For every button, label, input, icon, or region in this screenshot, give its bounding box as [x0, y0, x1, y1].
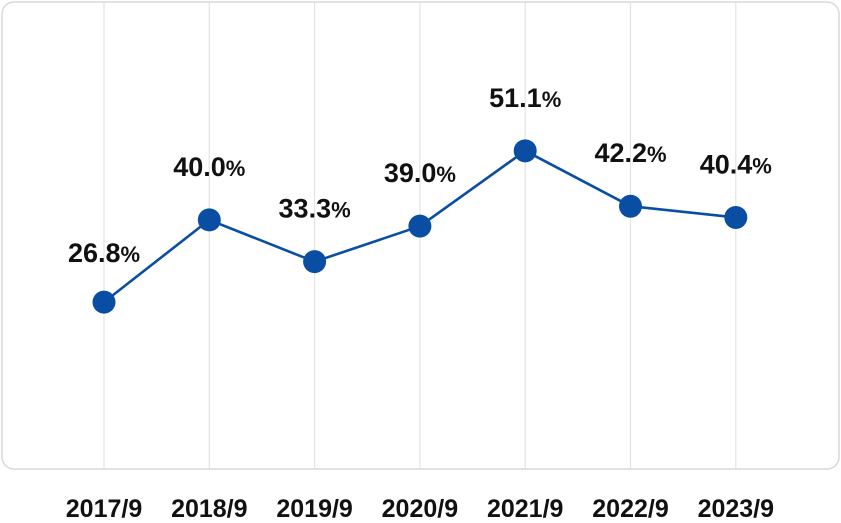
x-tick-label: 2020/9 [382, 495, 458, 523]
x-tick-label: 2022/9 [592, 495, 668, 523]
data-label: 42.2% [594, 138, 666, 168]
x-tick-label: 2021/9 [487, 495, 563, 523]
gridlines [103, 3, 737, 468]
data-label: 33.3% [279, 194, 351, 224]
x-tick-label: 2018/9 [171, 495, 247, 523]
x-axis-tick-labels: 2017/9 2018/9 2019/9 2020/9 2021/9 2022/9 2023… [66, 495, 774, 523]
data-label: 26.8% [68, 238, 140, 268]
x-tick-label: 2023/9 [698, 495, 774, 523]
data-point [303, 250, 327, 274]
data-point [619, 194, 642, 218]
x-tick-label: 2017/9 [66, 495, 142, 523]
data-labels: 26.8% 40.0% 33.3% 39.0% 51.1% 42.2% 40.4% [68, 83, 772, 268]
data-points [92, 139, 748, 314]
data-point [513, 139, 537, 163]
data-label: 40.0% [173, 152, 245, 182]
data-point [92, 290, 116, 314]
data-point [197, 208, 221, 232]
data-label: 40.4% [700, 149, 772, 179]
data-point [408, 214, 432, 238]
data-label: 51.1% [489, 83, 561, 113]
x-tick-label: 2019/9 [276, 495, 352, 523]
data-point [724, 205, 748, 229]
data-label: 39.0% [384, 158, 456, 188]
